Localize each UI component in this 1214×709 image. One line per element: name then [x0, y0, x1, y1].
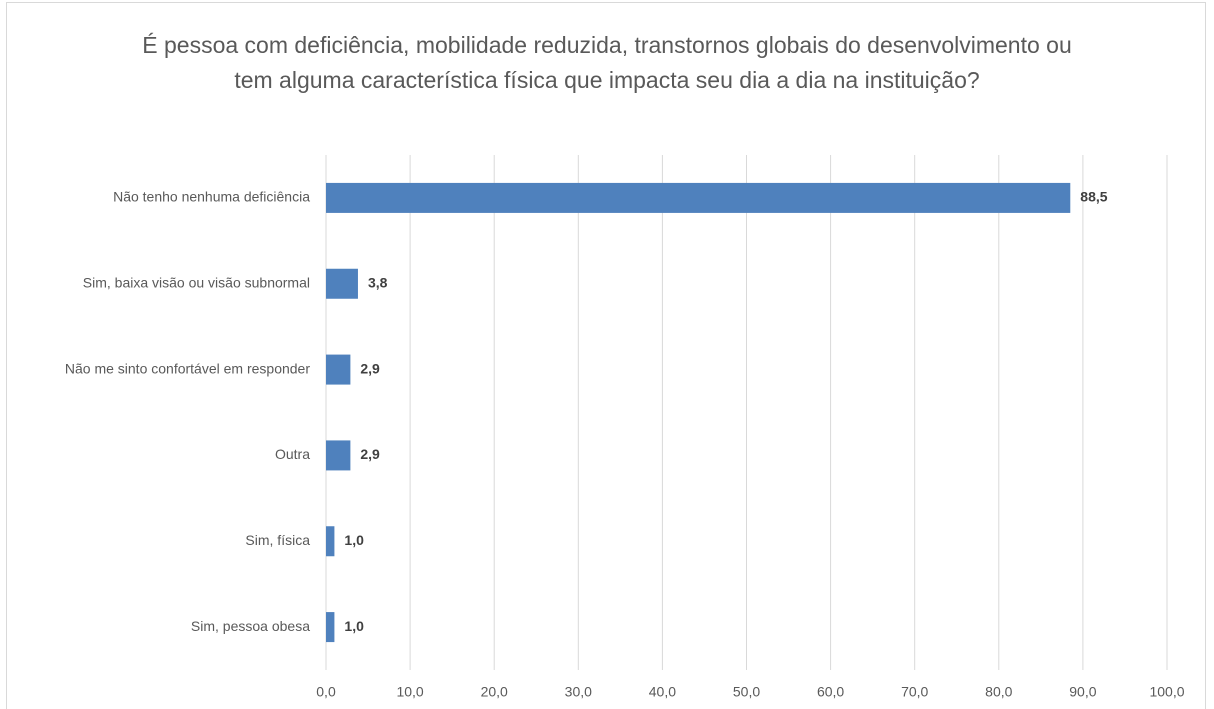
value-label: 88,5 — [1080, 189, 1107, 205]
bar — [326, 182, 1071, 213]
x-tick-label: 0,0 — [316, 684, 336, 700]
x-tick-label: 30,0 — [565, 684, 592, 700]
value-label: 3,8 — [368, 274, 388, 290]
y-tick-label: Sim, baixa visão ou visão subnormal — [83, 274, 310, 290]
value-label: 2,9 — [360, 360, 380, 376]
value-label: 2,9 — [360, 446, 380, 462]
value-label: 1,0 — [344, 532, 364, 548]
bar — [326, 440, 351, 471]
value-label: 1,0 — [344, 618, 364, 634]
x-tick-label: 90,0 — [1069, 684, 1096, 700]
chart-frame — [6, 2, 1206, 709]
x-tick-label: 20,0 — [481, 684, 508, 700]
y-tick-label: Não tenho nenhuma deficiência — [113, 189, 310, 205]
bar — [326, 268, 358, 299]
bar — [326, 526, 335, 557]
x-tick-label: 100,0 — [1149, 684, 1184, 700]
y-tick-label: Sim, pessoa obesa — [191, 618, 310, 634]
x-tick-label: 80,0 — [985, 684, 1012, 700]
y-tick-label: Sim, física — [245, 532, 310, 548]
x-tick-label: 50,0 — [733, 684, 760, 700]
y-tick-label: Outra — [275, 446, 310, 462]
y-tick-label: Não me sinto confortável em responder — [65, 360, 310, 376]
bar — [326, 354, 351, 385]
bar — [326, 612, 335, 643]
x-tick-label: 10,0 — [396, 684, 423, 700]
x-tick-label: 40,0 — [649, 684, 676, 700]
x-tick-label: 60,0 — [817, 684, 844, 700]
chart-title: É pessoa com deficiência, mobilidade red… — [142, 32, 1072, 93]
x-tick-label: 70,0 — [901, 684, 928, 700]
